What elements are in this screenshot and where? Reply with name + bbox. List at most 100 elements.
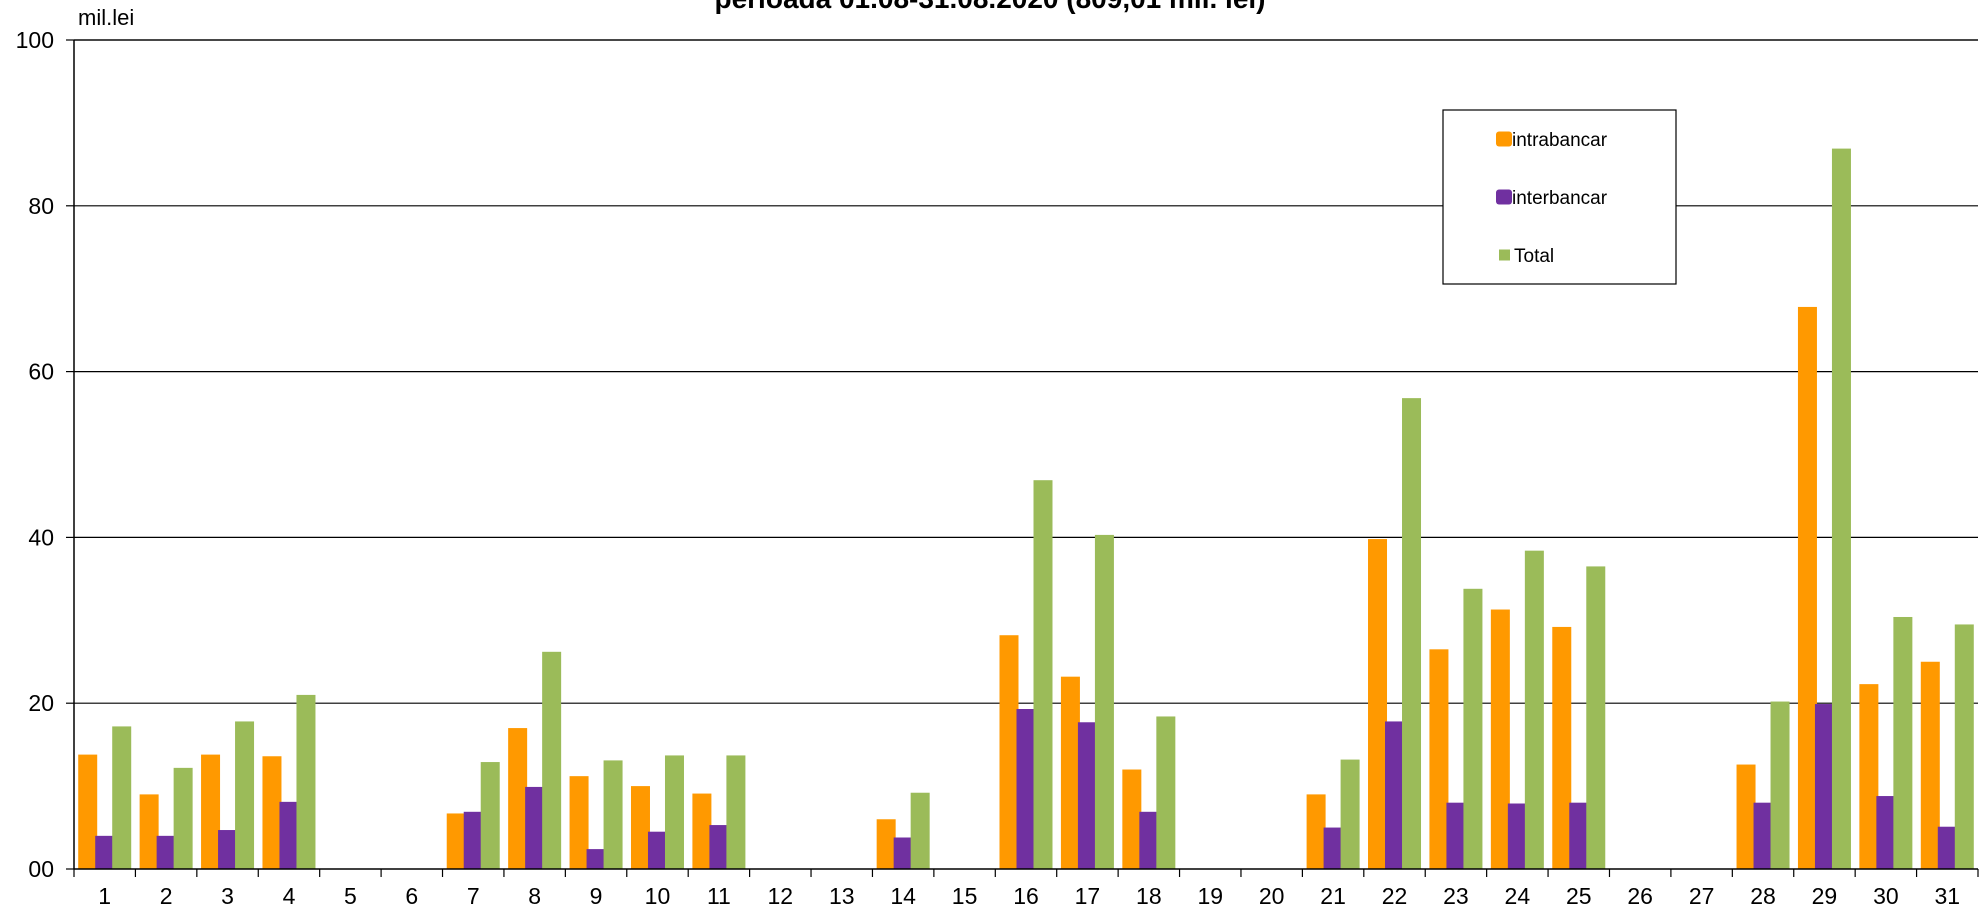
y-axis-tick-labels: 00 20 40 60 80 100 (16, 27, 54, 882)
bar-intrabancar-1 (78, 754, 98, 869)
bar-intrabancar-8 (508, 728, 528, 869)
y-axis-unit-label: mil.lei (78, 5, 134, 30)
bar-interbancar-1 (95, 835, 115, 869)
x-tick-label: 18 (1136, 883, 1162, 909)
bar-total-4 (296, 694, 316, 869)
bar-intrabancar-10 (630, 786, 650, 869)
y-tick-label: 100 (16, 27, 54, 53)
x-tick-label: 12 (768, 883, 794, 909)
bar-intrabancar-17 (1060, 676, 1080, 869)
x-tick-label: 23 (1443, 883, 1469, 909)
bar-interbancar-21 (1323, 827, 1343, 869)
y-tick-label: 20 (28, 690, 54, 716)
x-tick-label: 7 (467, 883, 480, 909)
x-tick-label: 13 (829, 883, 855, 909)
x-tick-label: 22 (1382, 883, 1408, 909)
bar-intrabancar-25 (1552, 626, 1572, 869)
bars (78, 148, 1974, 869)
bar-intrabancar-3 (201, 754, 221, 869)
bar-total-25 (1586, 566, 1606, 869)
x-tick-label: 15 (952, 883, 978, 909)
bar-interbancar-18 (1139, 811, 1159, 869)
x-tick-label: 31 (1934, 883, 1960, 909)
x-tick-label: 27 (1689, 883, 1715, 909)
bar-total-2 (173, 767, 193, 869)
bar-interbancar-28 (1753, 802, 1773, 869)
x-tick-label: 24 (1505, 883, 1531, 909)
x-tick-label: 5 (344, 883, 357, 909)
x-tick-label: 26 (1627, 883, 1653, 909)
bar-total-17 (1094, 534, 1114, 869)
y-tick-label: 60 (28, 359, 54, 385)
legend-label-interbancar: interbancar (1512, 188, 1608, 209)
bar-interbancar-24 (1507, 803, 1527, 869)
x-axis-tick-labels: 1 2 3 4 5 6 7 8 9 10 11 12 13 14 15 16 17 18 19 20 21 22 23 24 2… (98, 883, 1960, 909)
y-tick-label: 80 (28, 193, 54, 219)
x-tick-label: 1 (98, 883, 111, 909)
legend-label-intrabancar: intrabancar (1512, 130, 1608, 151)
bar-total-3 (235, 721, 255, 869)
bar-intrabancar-7 (446, 813, 466, 869)
bar-interbancar-31 (1937, 826, 1957, 869)
x-tick-label: 4 (283, 883, 296, 909)
bar-interbancar-17 (1077, 722, 1097, 869)
bar-interbancar-29 (1814, 704, 1834, 869)
bar-total-30 (1893, 616, 1913, 869)
bar-interbancar-11 (709, 825, 729, 869)
bar-intrabancar-2 (139, 794, 159, 869)
bar-total-8 (542, 651, 562, 869)
bar-intrabancar-4 (262, 756, 282, 869)
bar-intrabancar-28 (1736, 764, 1756, 869)
x-tick-label: 9 (590, 883, 603, 909)
bar-total-28 (1770, 701, 1790, 869)
x-tick-label: 17 (1075, 883, 1101, 909)
bar-intrabancar-9 (569, 776, 589, 869)
x-tick-label: 29 (1812, 883, 1838, 909)
y-tick-label: 40 (28, 524, 54, 550)
legend: intrabancar interbancar Total (1442, 109, 1677, 285)
bar-interbancar-23 (1446, 802, 1466, 869)
chart-title: perioada 01.08-31.08.2020 (809,01 mil. l… (714, 0, 1265, 14)
legend-label-total: Total (1514, 246, 1554, 267)
axes (66, 39, 1979, 877)
bar-intrabancar-16 (999, 635, 1019, 869)
legend-swatch-total (1499, 249, 1510, 261)
bar-intrabancar-14 (876, 819, 896, 869)
bar-intrabancar-18 (1122, 769, 1142, 869)
bar-total-29 (1831, 148, 1851, 869)
x-tick-label: 14 (890, 883, 916, 909)
bar-interbancar-2 (156, 835, 176, 869)
bar-intrabancar-30 (1859, 684, 1879, 869)
bar-total-14 (910, 792, 930, 869)
bar-total-31 (1954, 624, 1974, 869)
x-tick-label: 20 (1259, 883, 1285, 909)
bar-interbancar-3 (218, 830, 238, 869)
bar-interbancar-4 (279, 801, 299, 869)
bar-intrabancar-21 (1306, 794, 1326, 869)
bar-intrabancar-11 (692, 793, 712, 869)
bar-total-7 (480, 762, 500, 869)
bar-total-23 (1463, 588, 1483, 869)
x-tick-label: 3 (221, 883, 234, 909)
bar-total-10 (664, 755, 684, 869)
bar-intrabancar-29 (1797, 306, 1817, 869)
legend-swatch-intrabancar (1496, 131, 1512, 147)
x-tick-label: 11 (707, 883, 731, 909)
bar-interbancar-16 (1016, 709, 1036, 869)
bar-interbancar-30 (1876, 796, 1896, 869)
bar-total-1 (112, 726, 132, 869)
bar-interbancar-10 (647, 831, 667, 869)
x-tick-label: 6 (405, 883, 418, 909)
x-tick-label: 21 (1320, 883, 1346, 909)
bar-interbancar-8 (525, 786, 545, 869)
bar-interbancar-22 (1385, 721, 1405, 869)
x-tick-label: 30 (1873, 883, 1899, 909)
bar-total-18 (1156, 716, 1176, 869)
bar-intrabancar-24 (1490, 609, 1510, 869)
bar-intrabancar-31 (1920, 661, 1940, 869)
bar-intrabancar-22 (1368, 539, 1388, 869)
bar-interbancar-9 (586, 849, 606, 869)
bar-interbancar-14 (893, 837, 913, 869)
gridlines (74, 39, 1978, 704)
